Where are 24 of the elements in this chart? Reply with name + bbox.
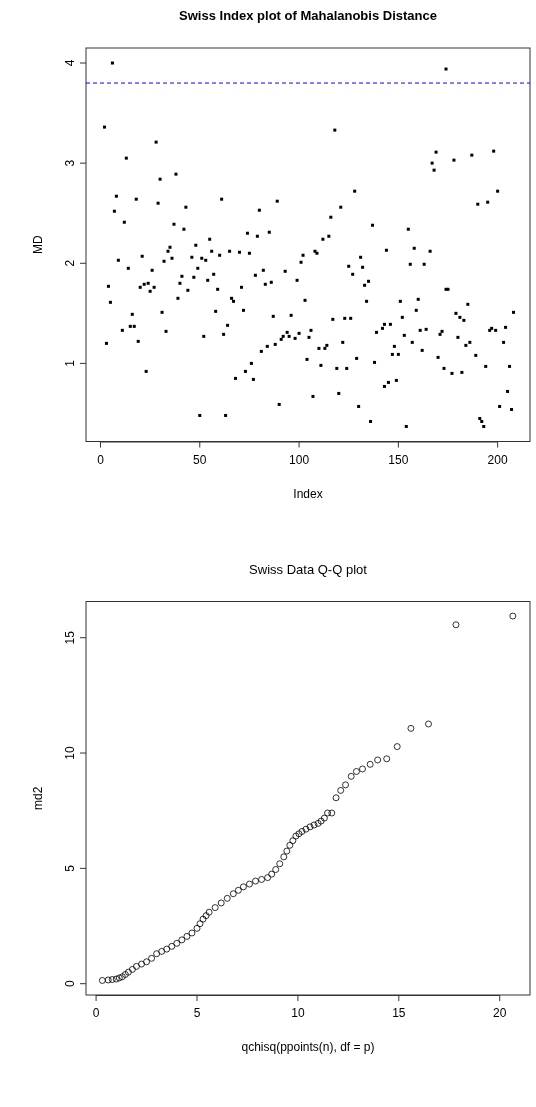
y-tick-label: 3: [63, 159, 77, 167]
y-axis-title: md2: [31, 786, 45, 810]
y-axis-title: MD: [31, 235, 45, 255]
x-tick-label: 0: [92, 1006, 100, 1020]
x-tick-label: 150: [388, 452, 409, 467]
chart-title: Swiss Index plot of Mahalanobis Distance: [179, 8, 437, 23]
x-tick-label: 10: [291, 1006, 305, 1020]
x-tick-label: 15: [392, 1006, 406, 1020]
x-tick-label: 50: [193, 452, 207, 467]
x-tick-label: 100: [289, 452, 310, 467]
y-tick-label: 10: [63, 746, 77, 760]
y-tick-label: 2: [63, 259, 77, 267]
x-tick-label: 5: [193, 1006, 201, 1020]
x-tick-label: 20: [493, 1006, 507, 1020]
chart-title: Swiss Data Q-Q plot: [249, 561, 368, 577]
x-tick-label: 200: [487, 452, 508, 467]
y-tick-label: 5: [63, 864, 77, 872]
x-axis-title: Index: [293, 486, 323, 501]
y-tick-label: 15: [63, 630, 77, 645]
y-tick-label: 1: [63, 359, 77, 367]
y-tick-label: 0: [63, 980, 77, 988]
y-tick-label: 4: [63, 59, 77, 67]
x-tick-label: 0: [97, 452, 105, 467]
x-axis-title: qchisq(ppoints(n), df = p): [241, 1040, 375, 1054]
